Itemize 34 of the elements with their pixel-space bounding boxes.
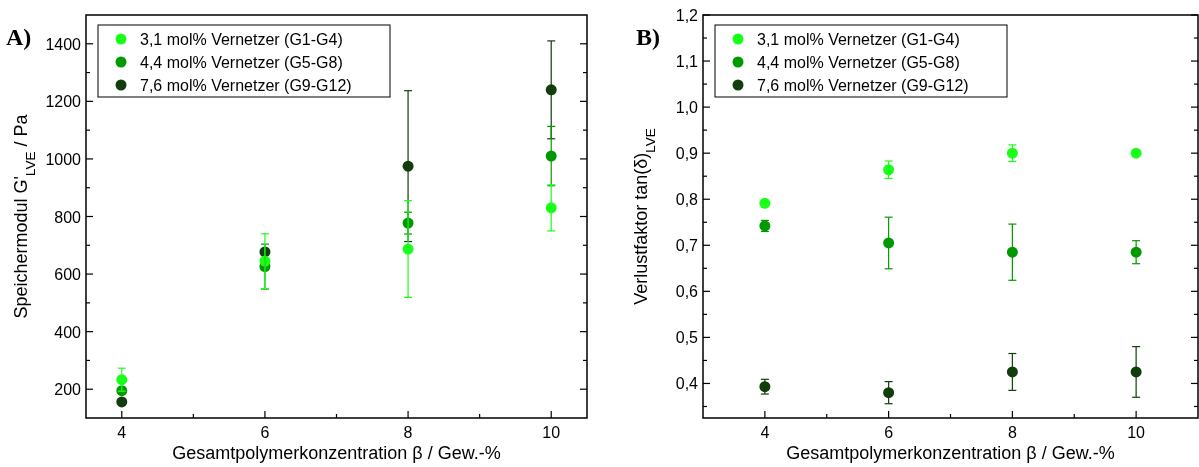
chart-title: B) bbox=[636, 24, 660, 50]
y-tick-label: 1000 bbox=[45, 150, 82, 168]
legend-label: 3,1 mol% Vernetzer (G1-G4) bbox=[140, 31, 343, 48]
chart-title: A) bbox=[6, 24, 32, 50]
y-tick-label: 1,1 bbox=[675, 53, 699, 71]
x-tick-label: 4 bbox=[760, 424, 770, 441]
x-tick-label: 10 bbox=[542, 424, 561, 441]
x-tick-label: 6 bbox=[884, 424, 894, 441]
x-tick-label: 8 bbox=[1007, 424, 1017, 441]
x-axis-title: Gesamtpolymerkonzentration β / Gew.-% bbox=[172, 443, 501, 463]
y-tick-label: 0,8 bbox=[675, 191, 699, 209]
y-tick-label: 800 bbox=[54, 208, 82, 226]
y-tick-label: 0,6 bbox=[675, 283, 699, 301]
legend-label: 3,1 mol% Vernetzer (G1-G4) bbox=[757, 31, 960, 48]
x-tick-label: 4 bbox=[117, 424, 127, 441]
legend-label: 7,6 mol% Vernetzer (G9-G12) bbox=[757, 77, 969, 94]
y-tick-label: 1400 bbox=[45, 35, 82, 53]
legend-label: 4,4 mol% Vernetzer (G5-G8) bbox=[757, 54, 960, 71]
y-tick-label: 400 bbox=[54, 323, 82, 341]
x-tick-label: 10 bbox=[1127, 424, 1146, 441]
y-tick-label: 0,7 bbox=[675, 237, 699, 255]
y-tick-label: 600 bbox=[54, 266, 82, 284]
y-tick-label: 0,4 bbox=[675, 375, 699, 393]
y-tick-label: 200 bbox=[54, 381, 82, 399]
x-tick-label: 6 bbox=[260, 424, 270, 441]
x-tick-label: 8 bbox=[403, 424, 413, 441]
y-tick-label: 1200 bbox=[45, 93, 82, 111]
legend-label: 4,4 mol% Vernetzer (G5-G8) bbox=[140, 54, 343, 71]
x-axis-title: Gesamtpolymerkonzentration β / Gew.-% bbox=[786, 443, 1115, 463]
y-tick-label: 0,9 bbox=[675, 145, 699, 163]
y-tick-label: 1,2 bbox=[675, 7, 699, 24]
legend-label: 7,6 mol% Vernetzer (G9-G12) bbox=[140, 77, 352, 94]
y-tick-label: 0,5 bbox=[675, 329, 699, 347]
y-tick-label: 1,0 bbox=[675, 99, 699, 117]
